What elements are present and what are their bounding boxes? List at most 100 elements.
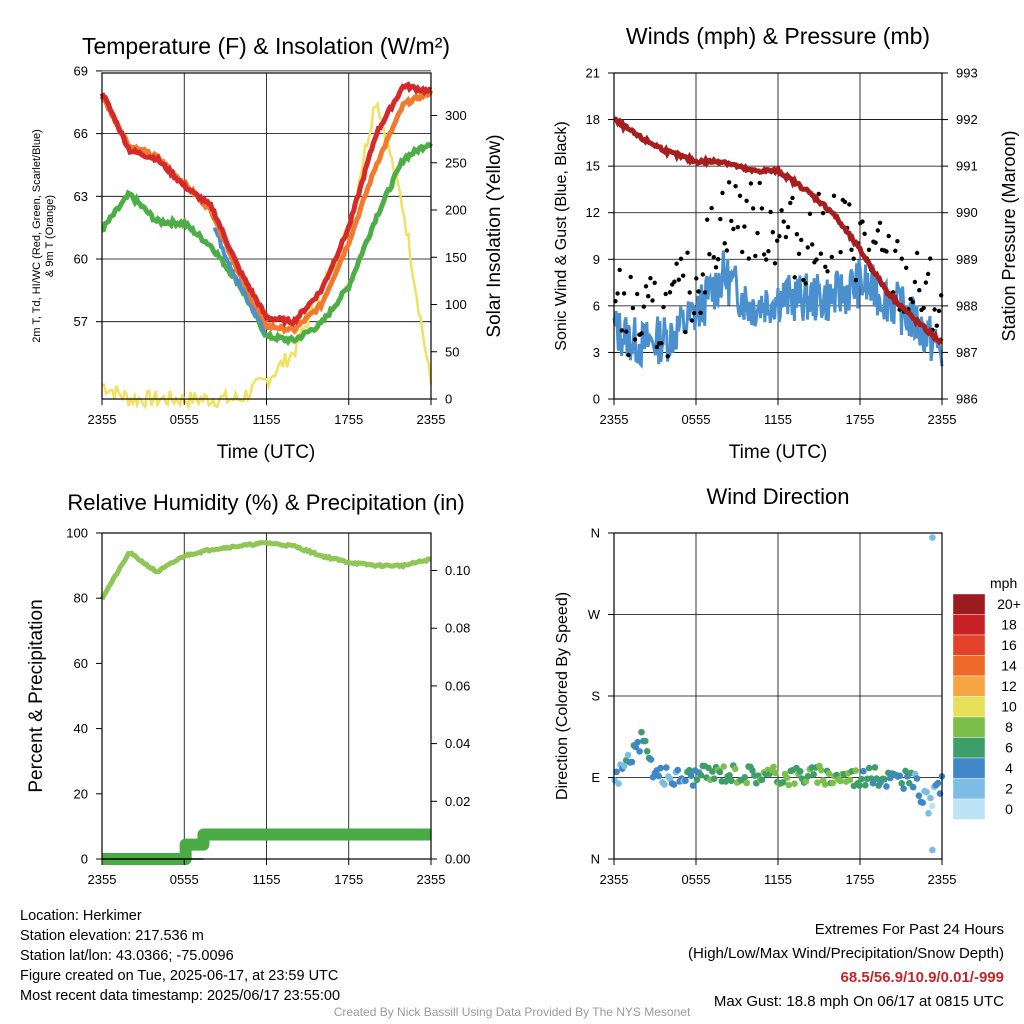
y-tick-label: 57 [74, 314, 88, 329]
temp-ylabel-line2: & 9m T (Orange) [44, 195, 56, 277]
gust-point [617, 267, 622, 273]
direction-point [709, 768, 716, 775]
x-tick-label: 0555 [170, 872, 199, 887]
legend-swatch [952, 655, 986, 677]
gust-point [689, 318, 695, 323]
winds-panel: Winds (mph) & Pressure (mb) 2355 0555 1155… [553, 23, 1019, 463]
legend-swatch [952, 778, 986, 800]
gust-point [678, 256, 684, 261]
gust-point [849, 247, 854, 252]
elevation-text: Station elevation: 217.536 m [20, 928, 204, 944]
y-tick-label: 80 [74, 591, 88, 606]
direction-point [860, 767, 867, 775]
gust-point [702, 290, 708, 295]
y-tick-label: S [591, 689, 600, 704]
x-tick-label: 2355 [417, 872, 446, 887]
gust-point [687, 290, 692, 295]
gust-point [646, 294, 651, 299]
direction-point [791, 780, 798, 787]
direction-point [814, 779, 821, 786]
direction-point [647, 756, 655, 763]
y-tick-label: 100 [66, 526, 88, 541]
gust-point [820, 210, 826, 216]
gust-point [755, 230, 760, 236]
gust-point [663, 291, 668, 297]
extremes-title: Extremes For Past 24 Hours [814, 921, 1004, 938]
gust-point [737, 193, 743, 198]
direction-point [837, 777, 844, 785]
gust-point [724, 248, 730, 253]
legend-swatch [952, 593, 986, 615]
direction-point [741, 774, 749, 781]
gust-point [659, 341, 664, 346]
gust-point [923, 280, 929, 285]
direction-point [615, 780, 622, 787]
temp-chart-title: Temperature (F) & Insolation (W/m²) [82, 33, 450, 59]
gust-point [829, 254, 834, 260]
gust-point [936, 308, 942, 314]
direction-point [802, 778, 810, 785]
gust-point [912, 279, 918, 285]
gust-point [700, 272, 705, 277]
temp-2m-line [99, 81, 433, 329]
legend-label: 4 [1005, 760, 1013, 776]
temp-ylabel-line1: 2m T, Td, HI/WC (Red, Green, Scarlet/Blu… [31, 129, 43, 343]
gust-point [939, 293, 944, 298]
gust-point [772, 261, 778, 266]
legend-label: 0 [1005, 801, 1013, 817]
mesonet-figure: Temperature (F) & Insolation (W/m²) 2355… [26, 23, 1021, 888]
y-tick-label: N [591, 852, 600, 867]
direction-point [934, 779, 942, 787]
gust-point [635, 291, 640, 297]
gust-point [910, 299, 915, 305]
speed-legend: 20+ 18 16 14 12 10 8 6 4 2 0 [952, 593, 1021, 820]
recent-text: Most recent data timestamp: 2025/06/17 2… [20, 988, 341, 1004]
gust-point [654, 344, 660, 350]
gust-point [718, 216, 723, 222]
direction-point [661, 781, 668, 788]
gust-point [676, 277, 681, 282]
direction-point [927, 794, 934, 802]
gust-point [713, 265, 719, 270]
x-tick-label: 1755 [846, 412, 875, 427]
y2-tick-label: 992 [956, 112, 978, 127]
gust-point [831, 193, 837, 198]
gust-point [895, 239, 900, 244]
y2-tick-label: 150 [445, 250, 467, 265]
y-tick-label: 69 [74, 63, 88, 78]
direction-point [883, 783, 890, 790]
x-tick-label: 1155 [764, 872, 792, 887]
legend-swatch [952, 675, 986, 697]
temp-series [99, 81, 434, 411]
y2-tick-label: 100 [445, 297, 467, 312]
y-tick-label: W [588, 607, 601, 622]
direction-point [925, 810, 932, 817]
temp-ticks: 2355 0555 1155 1755 2355 57 60 63 66 69 0 50 100 150 2… [74, 63, 467, 427]
direction-point [722, 778, 729, 785]
gust-point [722, 241, 727, 246]
credit-text: Created By Nick Bassill Using Data Provi… [333, 1005, 691, 1019]
gust-point [672, 279, 677, 284]
gust-point [875, 228, 880, 233]
direction-point [621, 762, 628, 770]
gust-point [794, 232, 800, 237]
gust-point [683, 329, 688, 335]
y2-tick-label: 986 [956, 392, 978, 407]
legend-label: 14 [1001, 658, 1017, 674]
y-tick-label: 21 [586, 66, 600, 81]
sonic-wind-line [612, 250, 944, 369]
humidity-panel: Relative Humidity (%) & Precipitation (i… [26, 490, 470, 887]
gust-point [621, 291, 627, 296]
legend-label: 16 [1001, 637, 1017, 653]
legend-swatch [952, 757, 986, 779]
gust-point [720, 190, 725, 196]
gust-point [770, 230, 775, 235]
direction-point [898, 780, 905, 787]
y-tick-label: N [591, 526, 600, 541]
gust-point [764, 257, 769, 262]
gust-point [740, 249, 745, 255]
direction-point [720, 763, 727, 770]
direction-point [856, 782, 863, 789]
direction-point [915, 792, 923, 799]
